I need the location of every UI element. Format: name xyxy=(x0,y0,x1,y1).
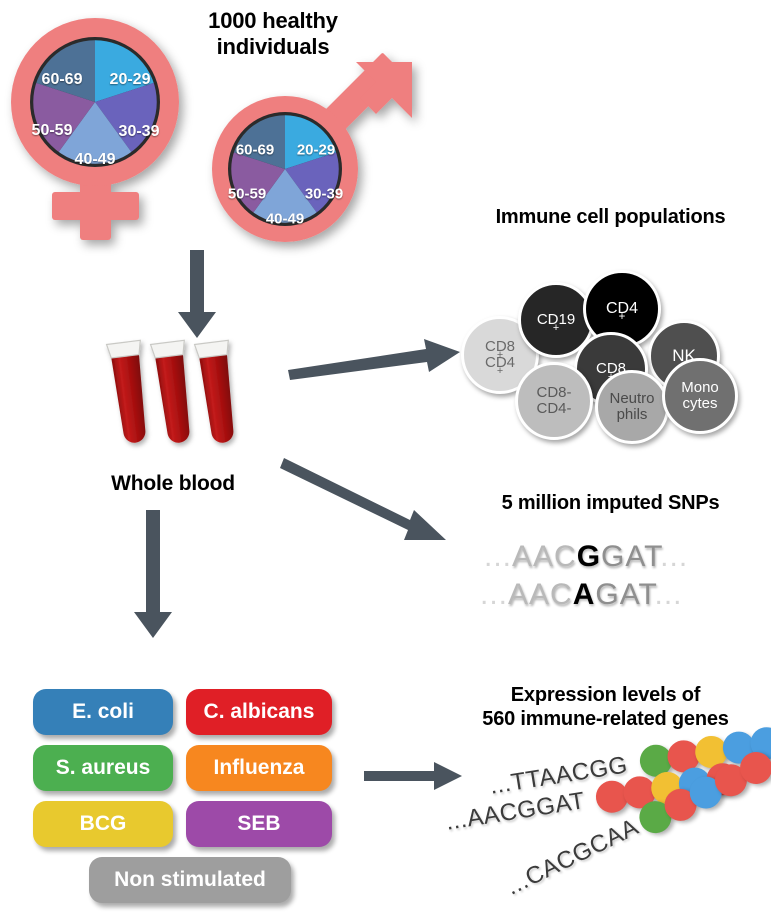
snp-left-bases: AAC xyxy=(512,540,577,573)
immune-cell-label: CD4 + xyxy=(605,299,638,324)
female-symbol: 20-29 30-39 40-49 50-59 60-69 xyxy=(6,14,202,246)
male-age-pie xyxy=(228,112,342,226)
immune-cell-line-2: cytes xyxy=(682,395,718,412)
expression-title-line-1: Expression levels of xyxy=(510,684,701,706)
female-age-pie xyxy=(30,37,160,167)
stimulus-seb[interactable]: SEB xyxy=(186,801,332,847)
snps-title: 5 million imputed SNPs xyxy=(501,492,720,514)
immune-cell-cd8-cd4-double-negative[interactable]: CD8- CD4- xyxy=(515,362,593,440)
arrow-blood-to-immune-cells xyxy=(288,330,460,380)
immune-cell-line-1: Mono xyxy=(681,379,719,397)
stimulus-label: BCG xyxy=(79,812,127,835)
stimulus-e-coli[interactable]: E. coli xyxy=(33,689,173,735)
expression-title-line-2: 560 immune-related genes xyxy=(482,707,729,730)
stimulus-c-albicans[interactable]: C. albicans xyxy=(186,689,332,735)
stimulus-label: E. coli xyxy=(72,700,134,723)
whole-blood-label: Whole blood xyxy=(111,472,235,495)
arrow-blood-to-snps xyxy=(280,458,446,548)
snp-prefix: ... xyxy=(480,578,509,611)
stimulus-label: SEB xyxy=(237,812,281,835)
snp-variant-base: G xyxy=(576,540,602,573)
snp-suffix: ... xyxy=(654,578,683,611)
blood-tubes xyxy=(104,336,240,458)
immune-cell-monocytes[interactable]: Mono cytes xyxy=(662,358,738,434)
immune-cells-title: Immune cell populations xyxy=(495,206,726,228)
snp-left-bases: AAC xyxy=(508,578,573,611)
immune-cell-label: CD19 + xyxy=(536,311,576,334)
immune-cell-line-2: CD4- xyxy=(536,400,572,417)
immune-cell-cluster: CD8+ CD4+ CD8+ CD4+ CD19+ CD4+ NK CD8+ C… xyxy=(450,240,771,444)
arrow-stimuli-to-expression xyxy=(364,762,462,790)
immune-cell-line-1: Neutro xyxy=(609,390,655,408)
immune-cell-neutrophils[interactable]: Neutro phils xyxy=(595,370,669,444)
snp-variant-base: A xyxy=(572,578,596,611)
stimulus-label: C. albicans xyxy=(203,700,315,723)
snp-suffix: ... xyxy=(660,540,689,573)
snp-sequence-row-2: ...AACAGAT... xyxy=(480,578,683,612)
stimulus-label: Influenza xyxy=(213,756,305,779)
stimulus-s-aureus[interactable]: S. aureus xyxy=(33,745,173,791)
immune-cell-line-1: CD8 + xyxy=(484,338,515,361)
stimulus-non-stimulated[interactable]: Non stimulated xyxy=(89,857,291,903)
snp-sequence-row-1: ...AACGGAT... xyxy=(484,540,688,574)
snp-right-bases: GAT xyxy=(601,540,661,573)
stimulus-label: Non stimulated xyxy=(114,868,266,891)
stimulus-label: S. aureus xyxy=(55,756,151,779)
male-symbol: 20-29 30-39 40-49 50-59 60-69 xyxy=(206,53,430,244)
cohort-title: 1000 healthy individuals xyxy=(208,8,338,59)
stimulus-influenza[interactable]: Influenza xyxy=(186,745,332,791)
gene-strand-sequence: ...AACGGAT xyxy=(443,787,587,836)
snp-prefix: ... xyxy=(484,540,513,573)
expression-title: Expression levels of 560 immune-related … xyxy=(440,684,771,731)
arrow-cohort-to-blood xyxy=(178,250,216,340)
snp-right-bases: GAT xyxy=(595,578,655,611)
gene-strands: ...TTAACGG ...AACGGAT ...CACGCAA xyxy=(440,724,771,920)
arrow-blood-to-stimuli xyxy=(134,510,172,640)
immune-cell-line-2: phils xyxy=(616,406,648,423)
stimulus-bcg[interactable]: BCG xyxy=(33,801,173,847)
immune-cell-line-2: CD4 + xyxy=(484,354,515,377)
immune-cell-line-1: CD8- xyxy=(536,384,572,402)
